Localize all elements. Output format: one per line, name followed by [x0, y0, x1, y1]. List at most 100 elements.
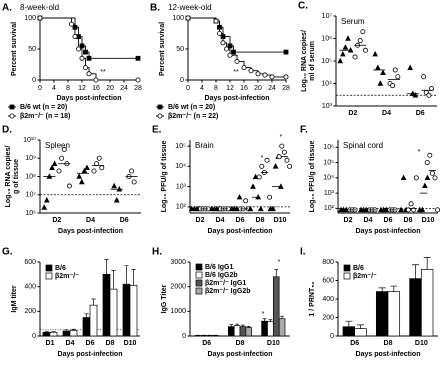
x-tick-label: D6	[384, 217, 393, 224]
error-bar	[357, 324, 364, 329]
x-tick-label: D6	[86, 340, 95, 347]
y-tick-label: 10⁶	[25, 210, 36, 217]
x-axis-label: Days post-infection	[58, 351, 123, 358]
x-tick-label: 0	[38, 85, 42, 92]
legend-label: β2m⁻/⁻ IgG2b	[205, 288, 251, 295]
marker	[432, 175, 438, 181]
legend-label: β2m⁻/⁻ (n = 22)	[168, 113, 218, 120]
error-bar	[412, 264, 419, 279]
panel-title: Spinal cord	[343, 141, 383, 150]
marker	[429, 170, 435, 176]
x-tick-label: D4	[216, 217, 225, 224]
y-axis-label: g of tissue	[13, 159, 20, 194]
marker	[37, 15, 43, 21]
marker	[281, 149, 287, 155]
marker	[111, 182, 118, 189]
marker	[411, 207, 417, 213]
marker	[345, 35, 351, 41]
y-tick-label: 50	[176, 46, 184, 53]
annotation: *	[262, 311, 265, 318]
panel-label: G.	[2, 247, 13, 258]
x-tick-label: D2	[196, 217, 205, 224]
marker	[66, 183, 72, 189]
error-bar	[124, 265, 129, 285]
x-axis-label: Days post-infection	[208, 228, 273, 235]
bar	[409, 278, 422, 337]
error-bar	[423, 257, 431, 270]
bar	[387, 291, 401, 337]
marker	[96, 155, 102, 161]
y-tick-label: 10⁴	[321, 80, 332, 87]
marker	[283, 49, 289, 55]
y-tick-label: 0	[32, 77, 36, 84]
y-tick-label: 1000	[170, 308, 186, 315]
bar	[261, 320, 268, 337]
marker	[86, 55, 92, 61]
marker	[413, 175, 419, 181]
x-tick-label: 12	[78, 85, 86, 92]
marker	[86, 71, 92, 77]
marker	[83, 49, 88, 55]
legend-swatch	[195, 279, 203, 287]
marker	[91, 168, 97, 174]
marker	[59, 155, 65, 161]
y-tick-label: 10¹⁰	[23, 136, 36, 144]
marker	[51, 160, 58, 166]
y-tick-label: 400	[24, 284, 36, 291]
x-tick-label: D10	[267, 340, 280, 347]
panel-label: D.	[2, 125, 12, 136]
bar	[62, 330, 71, 337]
panel-label: B.	[150, 3, 160, 14]
bar	[239, 326, 247, 337]
marker	[135, 55, 141, 61]
bar	[129, 285, 138, 337]
x-tick-label: 20	[106, 85, 114, 92]
legend-label: B/6 IgG1	[205, 264, 234, 271]
error-bar	[345, 320, 353, 327]
error-bar	[64, 329, 69, 332]
y-axis-label: Log₁₀ PFU/g of tissue	[161, 141, 168, 213]
marker	[93, 77, 99, 83]
y-axis-label: 1 / PRNT₅₀	[309, 281, 316, 316]
marker	[283, 74, 289, 80]
marker	[72, 34, 78, 40]
y-axis-label: Percent survival	[159, 22, 166, 76]
marker	[257, 205, 264, 212]
marker	[243, 198, 249, 204]
legend-swatch	[45, 272, 53, 280]
panel-label: C.	[298, 1, 308, 12]
x-axis-label: Days post-infection	[57, 95, 122, 102]
marker	[427, 152, 433, 158]
x-tick-label: 24	[120, 85, 128, 92]
panel-label: A.	[2, 3, 12, 14]
x-axis-label: Days post-infection	[208, 351, 273, 358]
y-tick-label: 10⁶	[323, 144, 334, 151]
y-axis-label: Log₁₀ RNA copies/	[301, 30, 308, 92]
legend-swatch	[195, 263, 203, 271]
x-tick-label: D8	[106, 340, 115, 347]
y-tick-label: 0	[182, 333, 186, 340]
error-bar	[390, 285, 398, 292]
y-tick-label: 200	[24, 308, 36, 315]
marker	[256, 174, 262, 180]
error-bar	[262, 318, 267, 322]
panel-label: E.	[152, 125, 162, 136]
bar	[354, 328, 367, 337]
legend-label: β2m⁻/⁻ IgG1	[205, 280, 246, 287]
x-tick-label: D6	[120, 217, 129, 224]
marker	[267, 194, 273, 200]
bar	[69, 330, 78, 337]
marker	[374, 64, 381, 70]
legend-label: β2m⁻/⁻	[353, 273, 377, 280]
marker	[422, 182, 428, 189]
y-tick-label: 800	[322, 259, 334, 266]
x-tick-label: D10	[274, 217, 287, 224]
y-tick-label: 10²	[324, 205, 335, 212]
marker	[435, 207, 441, 213]
bar	[420, 269, 434, 337]
x-tick-label: D10	[124, 340, 137, 347]
marker	[424, 160, 430, 166]
x-tick-label: D8	[384, 340, 393, 347]
marker	[419, 206, 426, 213]
x-tick-label: D8	[236, 340, 245, 347]
